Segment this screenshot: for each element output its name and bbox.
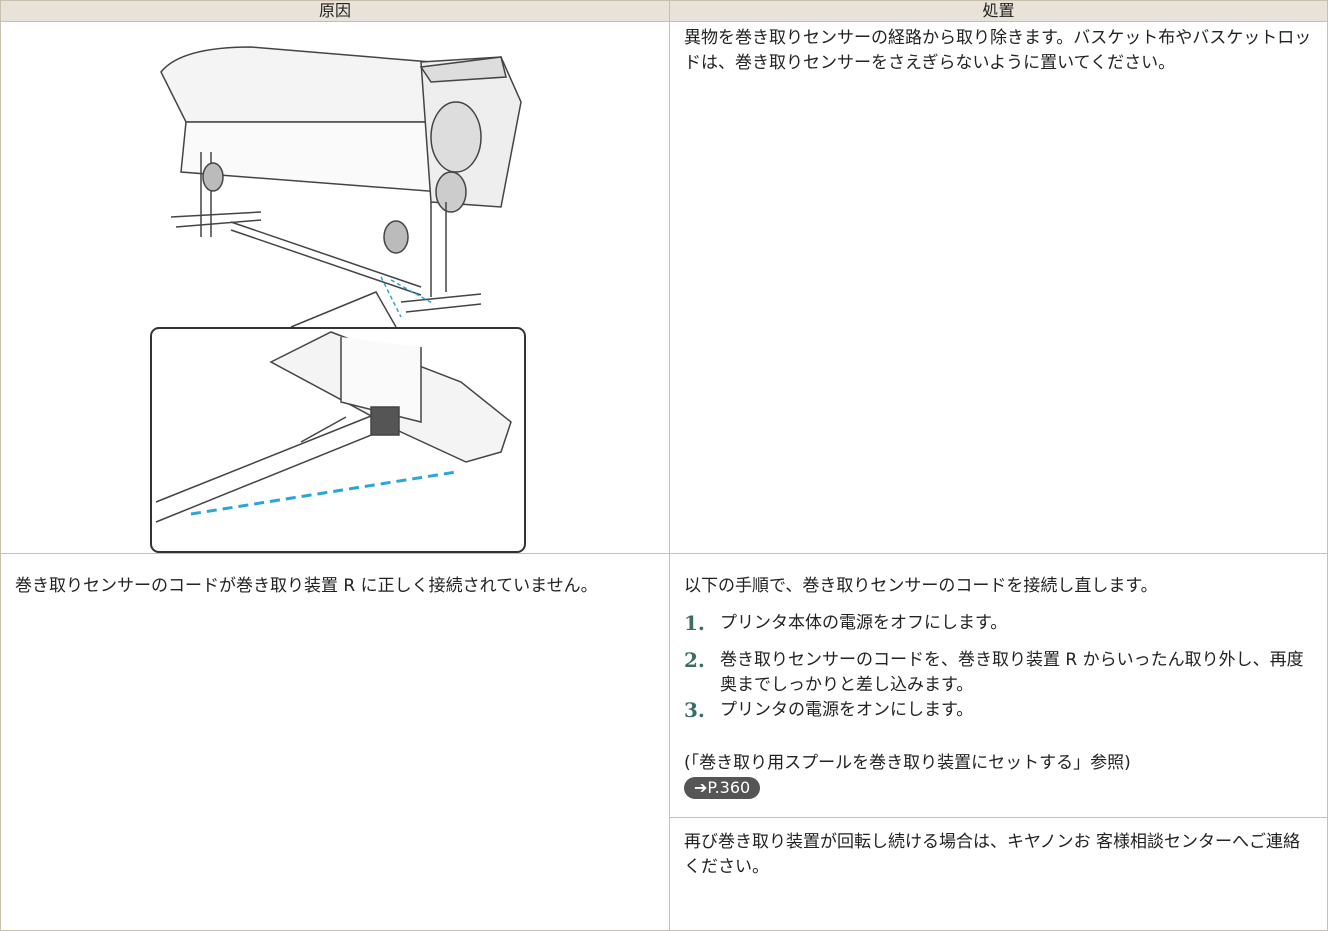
step: 1. プリンタ本体の電源をオフにします。 xyxy=(684,611,1307,636)
reference: (「巻き取り用スプールを巻き取り装置にセットする」参照) xyxy=(684,753,1131,773)
step: 2. 巻き取りセンサーのコードを、巻き取り装置 R からいったん取り外し、再度奥ま… xyxy=(684,648,1307,698)
step-number: 2. xyxy=(684,648,705,672)
action-cell: 以下の手順で、巻き取りセンサーのコードを接続し直します。 1. プリンタ本体の電源… xyxy=(669,553,1328,818)
step-number: 1. xyxy=(684,611,705,635)
action-intro: 以下の手順で、巻き取りセンサーのコードを接続し直します。 xyxy=(684,576,1158,596)
step-text: プリンタの電源をオンにします。 xyxy=(720,700,974,720)
header-action: 処置 xyxy=(669,0,1328,22)
action-text: 異物を巻き取りセンサーの経路から取り除きます。バスケット布やバスケットロッドは、… xyxy=(669,21,1328,554)
step: 3. プリンタの電源をオンにします。 xyxy=(684,698,1307,723)
image-cell xyxy=(0,21,670,554)
step-number: 3. xyxy=(684,698,705,722)
note-text: 再び巻き取り装置が回転し続ける場合は、キヤノンお 客様相談センターへご連絡くださ… xyxy=(669,817,1328,931)
header-cause: 原因 xyxy=(0,0,670,22)
printer-illustration xyxy=(150,46,526,553)
step-text: 巻き取りセンサーのコードを、巻き取り装置 R からいったん取り外し、再度奥までし… xyxy=(720,650,1304,695)
page-link[interactable]: ➔P.360 xyxy=(684,777,761,799)
step-text: プリンタ本体の電源をオフにします。 xyxy=(720,613,1008,633)
cause-text: 巻き取りセンサーのコードが巻き取り装置 R に正しく接続されていません。 xyxy=(0,553,670,931)
